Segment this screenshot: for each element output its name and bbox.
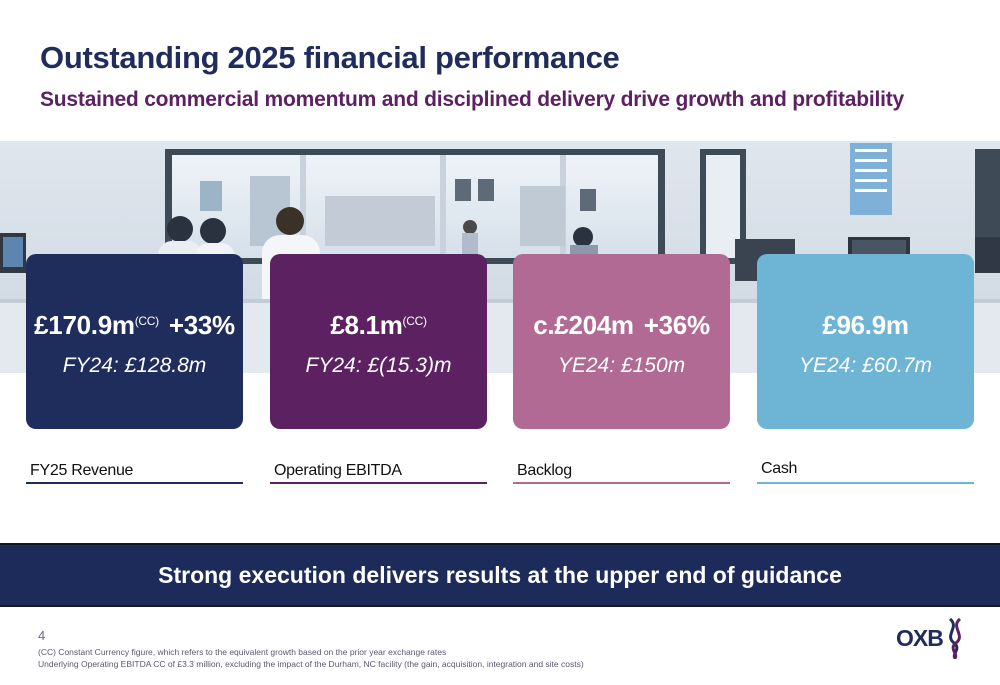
kpi-prior: YE24: £150m xyxy=(557,354,686,377)
footnote-cc: (CC) Constant Currency figure, which ref… xyxy=(38,647,447,657)
kpi-prior: FY24: £128.8m xyxy=(62,354,207,377)
slide-subtitle: Sustained commercial momentum and discip… xyxy=(40,88,905,111)
kpi-value-row: £8.1m(CC) xyxy=(270,310,487,341)
kpi-superscript: (CC) xyxy=(402,314,427,328)
kpi-growth: +36% xyxy=(643,310,710,340)
kpi-growth: +33% xyxy=(168,310,235,340)
slide-title: Outstanding 2025 financial performance xyxy=(40,40,620,75)
kpi-superscript: (CC) xyxy=(134,314,159,328)
kpi-label-backlog: Backlog xyxy=(513,462,730,484)
kpi-value: £96.9m xyxy=(822,310,909,340)
kpi-label-cash: Cash xyxy=(757,460,974,484)
footnote-ebitda: Underlying Operating EBITDA CC of £3.3 m… xyxy=(38,659,584,669)
oxb-logo: OXB xyxy=(894,615,966,661)
kpi-label-ebitda: Operating EBITDA xyxy=(270,462,487,484)
kpi-label-text: Cash xyxy=(761,460,798,477)
logo-text: OXB xyxy=(896,625,943,651)
kpi-value: c.£204m xyxy=(533,310,634,340)
kpi-label-text: Operating EBITDA xyxy=(274,462,402,479)
kpi-prior: FY24: £(15.3)m xyxy=(305,354,452,377)
kpi-value-row: c.£204m +36% xyxy=(513,310,730,341)
kpi-value-row: £96.9m xyxy=(757,310,974,341)
kpi-prior: YE24: £60.7m xyxy=(798,354,933,377)
kpi-card-ebitda: £8.1m(CC) FY24: £(15.3)m xyxy=(270,254,487,429)
kpi-card-cash: £96.9m YE24: £60.7m xyxy=(757,254,974,429)
kpi-value-row: £170.9m(CC) +33% xyxy=(26,310,243,341)
kpi-card-backlog: c.£204m +36% YE24: £150m xyxy=(513,254,730,429)
kpi-label-revenue: FY25 Revenue xyxy=(26,462,243,484)
kpi-value: £8.1m xyxy=(330,310,403,340)
kpi-label-text: Backlog xyxy=(517,462,572,479)
page-number: 4 xyxy=(38,628,46,643)
kpi-value: £170.9m xyxy=(34,310,135,340)
summary-banner: Strong execution delivers results at the… xyxy=(0,543,1000,607)
kpi-label-text: FY25 Revenue xyxy=(30,462,134,479)
kpi-card-revenue: £170.9m(CC) +33% FY24: £128.8m xyxy=(26,254,243,429)
